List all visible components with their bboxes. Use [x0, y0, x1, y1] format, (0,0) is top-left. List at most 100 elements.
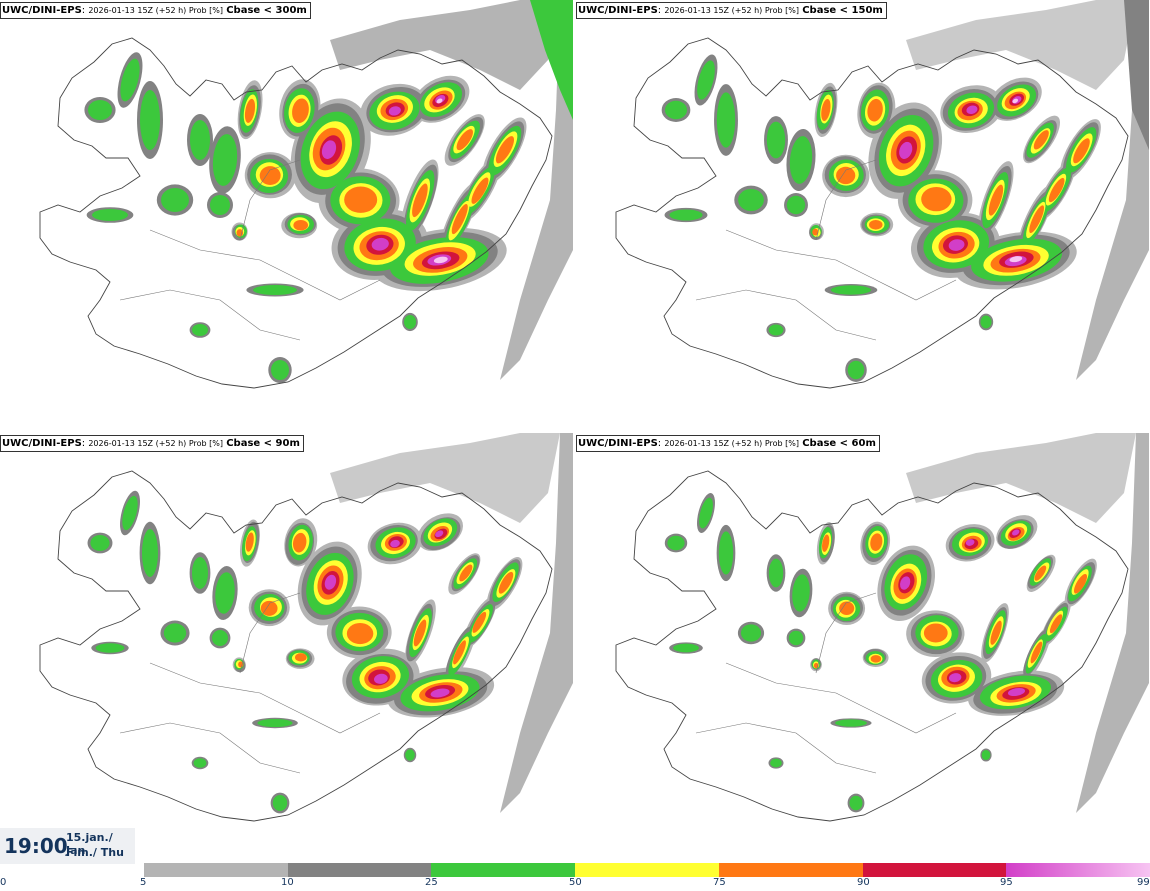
parameter-label: Cbase < 90m: [226, 438, 300, 449]
probability-shade: [1124, 0, 1149, 150]
probability-shade: [459, 564, 473, 582]
model-name: UWC/DINI-EPS: [578, 438, 658, 449]
coastline: [615, 470, 1129, 822]
run-info: 2026-01-13 15Z (+52 h) Prob [%]: [664, 6, 800, 15]
probability-shade: [738, 188, 764, 212]
probability-shade: [192, 324, 208, 336]
probability-shade: [293, 220, 309, 231]
road-line: [815, 159, 877, 241]
probability-shade: [330, 433, 560, 523]
probability-shade: [965, 539, 975, 546]
probability-shade: [1076, 433, 1149, 813]
probability-shade: [1012, 98, 1018, 104]
parameter-label: Cbase < 150m: [802, 5, 883, 16]
coastline: [39, 37, 553, 389]
colorbar-tick: 75: [713, 877, 726, 888]
probability-shade: [768, 324, 784, 336]
colorbar-tick: 25: [425, 877, 438, 888]
map-panel-cbase-60m: UWC/DINI-EPS: 2026-01-13 15Z (+52 h) Pro…: [576, 433, 1149, 863]
probability-shade: [122, 495, 138, 531]
probability-shade: [980, 315, 992, 329]
colorbar-tick: 99: [1137, 877, 1150, 888]
probability-shade: [788, 630, 804, 646]
probability-shade: [847, 360, 865, 380]
probability-colorbar: [144, 863, 1150, 877]
probability-shade: [412, 183, 428, 218]
probability-shade: [948, 239, 965, 251]
valid-date-line1: 15.jan./ Jan: [66, 831, 113, 857]
probability-shade: [1076, 0, 1149, 380]
probability-shade: [1049, 614, 1063, 634]
coastline-layer: [615, 37, 1129, 389]
probability-shade: [498, 571, 514, 594]
probability-shade: [849, 795, 863, 811]
probability-shade: [949, 673, 962, 683]
probability-shade: [906, 0, 1136, 90]
probability-shade: [142, 529, 158, 577]
parameter-label: Cbase < 300m: [226, 5, 307, 16]
probability-shade: [346, 622, 374, 645]
road-line: [725, 662, 957, 734]
probability-shade: [456, 129, 473, 151]
probability-shade: [161, 188, 189, 212]
probability-shade: [413, 619, 427, 647]
probability-shade: [294, 653, 307, 662]
probability-shade: [330, 0, 560, 90]
parameter-label: Cbase < 60m: [802, 438, 876, 449]
probability-shade: [90, 535, 110, 551]
probability-shade: [292, 532, 307, 553]
probability-shade: [870, 533, 883, 551]
probability-shade: [821, 98, 831, 122]
probability-shade: [433, 256, 448, 264]
coastline-layer: [39, 37, 553, 389]
probability-shade: [1012, 529, 1020, 536]
run-info: 2026-01-13 15Z (+52 h) Prob [%]: [88, 439, 224, 448]
colorbar-segment-5-10: [144, 863, 288, 877]
road-line: [239, 159, 301, 241]
probability-shade: [830, 285, 872, 295]
probability-shade: [253, 285, 297, 295]
road-line: [695, 722, 877, 774]
road-line: [149, 662, 381, 734]
probability-shade: [451, 203, 468, 235]
valid-time-box: 19:00 15.jan./ Jan Fim./ Thu: [0, 828, 135, 864]
probability-shade: [163, 623, 187, 643]
road-line: [815, 592, 877, 674]
probability-shade: [472, 611, 487, 633]
panel-title: UWC/DINI-EPS: 2026-01-13 15Z (+52 h) Pro…: [576, 435, 880, 452]
iceland-probability-map: [615, 433, 1149, 822]
background-layer: [906, 433, 1149, 813]
probability-shade: [669, 209, 703, 221]
probability-shade: [245, 532, 254, 552]
probability-shade: [899, 141, 913, 160]
probability-shade: [404, 315, 416, 329]
probability-shade: [500, 0, 573, 380]
probability-shade: [1009, 256, 1023, 263]
probability-shade: [990, 620, 1002, 645]
probability-shade: [673, 643, 699, 653]
probability-shade: [260, 600, 278, 616]
probability-shade: [1033, 130, 1049, 150]
colorbar-segment-95-99: [1006, 863, 1150, 877]
probability-shade: [716, 92, 736, 148]
probability-shade: [436, 98, 443, 104]
probability-shade: [740, 624, 762, 642]
model-name: UWC/DINI-EPS: [578, 5, 658, 16]
probability-shade: [120, 58, 140, 102]
probability-shade: [453, 640, 466, 665]
probability-field: [664, 493, 1097, 813]
colorbar-segment-90-95: [862, 863, 1007, 877]
probability-shade: [839, 601, 855, 616]
probability-shade: [923, 623, 948, 643]
panel-title: UWC/DINI-EPS: 2026-01-13 15Z (+52 h) Pro…: [576, 2, 887, 19]
probability-shade: [495, 136, 515, 164]
probability-shade: [210, 195, 230, 215]
probability-shade: [1073, 573, 1088, 594]
coastline-layer: [39, 470, 553, 822]
probability-shade: [812, 228, 819, 236]
probability-shade: [140, 90, 160, 150]
model-name: UWC/DINI-EPS: [2, 438, 82, 449]
background-layer: [906, 0, 1149, 380]
probability-field: [84, 52, 527, 383]
probability-shade: [835, 719, 867, 727]
